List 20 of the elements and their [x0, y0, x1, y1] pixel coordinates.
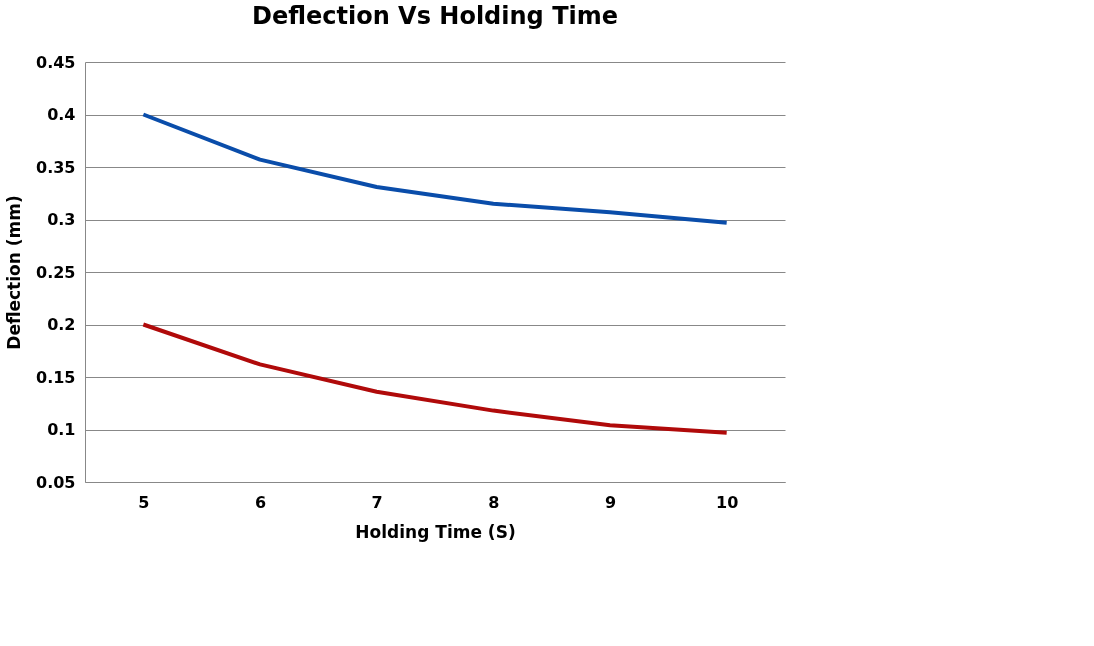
y-tick-label: 0.3: [47, 210, 76, 229]
y-tick-label: 0.1: [47, 420, 76, 439]
y-axis-title: Deflection (mm): [4, 195, 25, 350]
y-tick-label: 0.15: [36, 367, 76, 387]
line-series: [141, 112, 729, 225]
x-axis-title: Holding Time (S): [355, 521, 516, 542]
chart-title: Deflection Vs Holding Time: [251, 2, 619, 30]
y-tick-label: 0.25: [36, 262, 76, 282]
x-tick-label: 10: [716, 492, 739, 512]
x-tick-label: 9: [604, 492, 617, 512]
x-tick-label: 8: [488, 492, 500, 512]
x-tick-label: 6: [254, 492, 267, 512]
line-series: [141, 322, 729, 435]
y-tick-label: 0.45: [36, 52, 76, 72]
y-tick-label: 0.05: [36, 472, 76, 492]
y-tick-label: 0.2: [47, 315, 76, 334]
x-tick-label: 5: [138, 492, 150, 512]
y-tick-label: 0.4: [47, 105, 76, 124]
y-tick-label: 0.35: [36, 157, 76, 177]
x-tick-label: 7: [371, 492, 383, 512]
